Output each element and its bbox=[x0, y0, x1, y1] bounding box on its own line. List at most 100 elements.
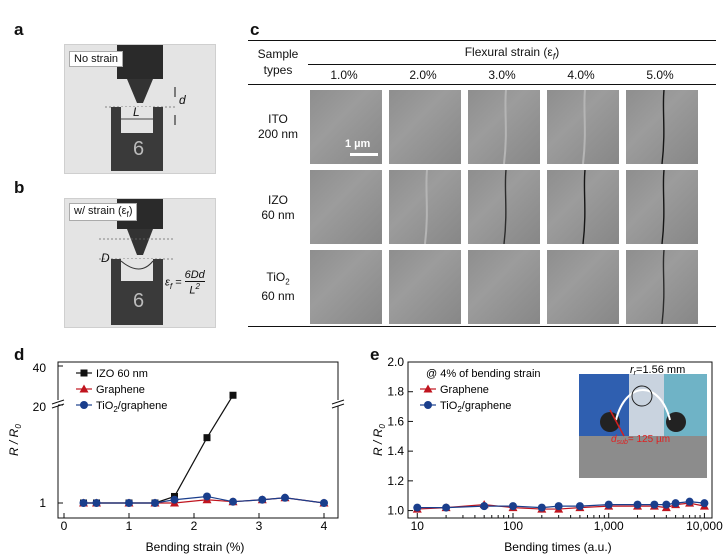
panel-label-b: b bbox=[14, 178, 25, 197]
chart-e-ytick: 1.2 bbox=[387, 474, 404, 488]
strain-col-3: 3.0% bbox=[488, 68, 516, 82]
chart-d-xtick-2: 2 bbox=[191, 519, 198, 533]
chart-e-legend-tio2: TiO2/graphene bbox=[440, 400, 511, 414]
scale-bar bbox=[350, 153, 378, 156]
crack-line bbox=[503, 89, 507, 165]
chart-d-legend-marker bbox=[79, 384, 89, 393]
chart-e-inset-d: dsub= 125 µm bbox=[611, 434, 670, 446]
row-label-ito: ITO 200 nm bbox=[257, 112, 299, 141]
strain-col-1: 1.0% bbox=[330, 68, 358, 82]
chart-d-ytick-40: 40 bbox=[33, 361, 47, 375]
chart-d-point bbox=[229, 497, 237, 506]
chart-d-legend-marker bbox=[80, 401, 88, 409]
sem-micrograph bbox=[547, 89, 619, 165]
chart-e-point bbox=[604, 500, 613, 509]
crack-line bbox=[424, 169, 428, 245]
chart-d-point bbox=[258, 495, 267, 504]
crack-line bbox=[582, 89, 586, 165]
chart-e-point bbox=[537, 503, 546, 512]
chart-d-legend-izo: IZO 60 nm bbox=[96, 368, 148, 380]
sem-micrograph bbox=[468, 169, 540, 245]
label-d: d bbox=[179, 93, 186, 107]
chart-e-inset-r: rr=1.56 mm bbox=[630, 364, 685, 377]
chart-e-ytick: 2.0 bbox=[387, 355, 404, 369]
chart-e-point bbox=[700, 499, 709, 508]
header-rule bbox=[308, 64, 716, 65]
chart-e-point bbox=[508, 502, 517, 511]
bending-fixture-illustration-a: 6 bbox=[105, 45, 176, 171]
chart-e-ytick: 1.6 bbox=[387, 414, 404, 428]
chart-e-point bbox=[442, 503, 451, 512]
photo-no-strain: 6 No strain d L bbox=[64, 44, 216, 174]
row-label-izo: IZO 60 nm bbox=[261, 193, 295, 222]
chart-e-ytick: 1.4 bbox=[387, 444, 404, 458]
chart-d-xtick-0: 0 bbox=[61, 519, 68, 533]
sem-micrograph bbox=[389, 169, 461, 245]
chart-d-point bbox=[320, 499, 328, 507]
chart-d-point bbox=[151, 499, 159, 507]
label-D: D bbox=[101, 251, 110, 265]
sem-micrograph bbox=[468, 250, 540, 324]
chart-e-xtick: 100 bbox=[503, 519, 523, 533]
sem-micrograph bbox=[626, 169, 698, 245]
svg-text:6: 6 bbox=[133, 290, 144, 312]
sem-micrograph bbox=[626, 89, 698, 165]
chart-d-point bbox=[203, 492, 211, 501]
sem-micrograph bbox=[310, 250, 382, 324]
chart-e-legend-marker bbox=[424, 401, 432, 409]
chart-d-xtick-4: 4 bbox=[321, 519, 328, 533]
strain-col-2: 2.0% bbox=[409, 68, 437, 82]
panel-label-e: e bbox=[370, 345, 380, 364]
chart-d-xtick-1: 1 bbox=[126, 519, 133, 533]
chart-e-xtick: 10 bbox=[411, 519, 425, 533]
chart-d-xlabel: Bending strain (%) bbox=[146, 540, 245, 554]
chart-e-point bbox=[633, 500, 642, 509]
chart-e-point bbox=[480, 502, 489, 511]
strain-formula: εf = 6Dd L2 bbox=[165, 269, 205, 297]
chart-e-inset-photo bbox=[579, 374, 707, 478]
label-L: L bbox=[133, 105, 140, 119]
strain-col-4: 4.0% bbox=[567, 68, 595, 82]
chart-e-ytick: 1.0 bbox=[387, 504, 404, 518]
chart-d-ytick-1: 1 bbox=[39, 496, 46, 510]
tag-with-strain: w/ strain (εf) bbox=[69, 203, 138, 222]
sem-micrograph bbox=[310, 170, 382, 244]
chart-d-point bbox=[125, 499, 133, 507]
subheader-rule bbox=[248, 84, 716, 85]
chart-d: R / R0 Bending strain (%) 1 20 40 0 1 2 … bbox=[7, 361, 345, 554]
chart-d-point bbox=[281, 493, 289, 502]
chart-d-frame bbox=[57, 361, 339, 519]
crack-line bbox=[661, 89, 665, 165]
chart-e-point bbox=[413, 503, 422, 512]
strain-col-5: 5.0% bbox=[646, 68, 674, 82]
chart-e-legend-graphene: Graphene bbox=[440, 384, 489, 396]
chart-e-point bbox=[671, 499, 680, 508]
chart-d-legend-tio2: TiO2/graphene bbox=[96, 400, 167, 414]
chart-e-ylabel: R / R0 bbox=[371, 424, 387, 456]
chart-d-point bbox=[92, 499, 101, 507]
sem-micrograph bbox=[310, 90, 382, 164]
chart-e-xlabel: Bending times (a.u.) bbox=[504, 540, 611, 554]
chart-e-legend-marker bbox=[423, 384, 433, 393]
chart-e-point bbox=[685, 497, 694, 506]
sem-micrograph bbox=[547, 169, 619, 245]
chart-e-xtick: 1,000 bbox=[594, 519, 624, 533]
chart-e-ytick: 1.8 bbox=[387, 385, 404, 399]
photo-with-strain: 6 w/ strain (εf) D εf = 6Dd L2 bbox=[64, 198, 216, 328]
chart-d-point bbox=[170, 495, 179, 504]
crack-line bbox=[503, 169, 507, 245]
chart-d-point bbox=[203, 434, 211, 442]
tag-no-strain: No strain bbox=[69, 51, 124, 67]
crack-line bbox=[582, 169, 586, 245]
chart-e-xtick: 10,000 bbox=[686, 519, 723, 533]
chart-e-point bbox=[650, 500, 659, 509]
chart-e: 10 100 1,000 10,000 1.0 1.2 1.4 1.6 1.8 2.0 R / R… bbox=[371, 355, 723, 554]
chart-d-point bbox=[229, 391, 237, 399]
chart-d-xtick-3: 3 bbox=[256, 519, 263, 533]
sem-micrograph bbox=[468, 89, 540, 165]
chart-e-point bbox=[575, 502, 584, 511]
sem-micrograph bbox=[389, 90, 461, 164]
sem-micrograph bbox=[547, 250, 619, 324]
sem-micrograph bbox=[389, 250, 461, 324]
flexural-strain-header: Flexural strain (εf) bbox=[464, 45, 560, 62]
